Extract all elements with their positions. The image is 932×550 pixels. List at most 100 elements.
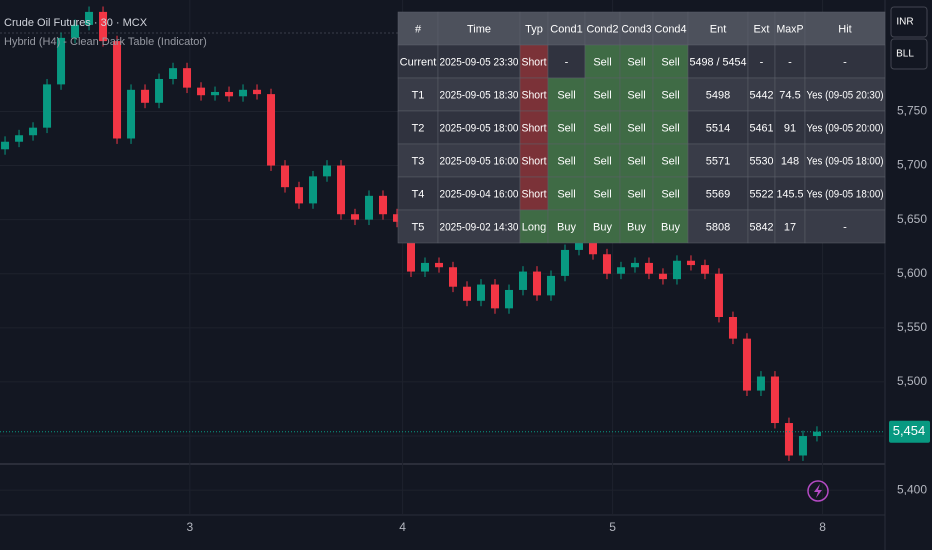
table-cell [747, 77, 776, 112]
table-text: Buy [557, 221, 576, 233]
table-text: Yes (09-05 18:00) [807, 188, 884, 200]
table-text: 2025-09-05 23:30 [440, 56, 519, 68]
candle-body [351, 214, 360, 220]
candle-body [407, 221, 416, 272]
candle-body [644, 262, 653, 274]
candle-body [197, 87, 206, 96]
table-text: Short [522, 188, 547, 200]
y-tick-label: 5,750 [897, 104, 927, 118]
table-cell [747, 209, 776, 244]
table-text: Sell [557, 155, 575, 167]
y-tick-label: 5,400 [897, 482, 927, 496]
table-cell [584, 11, 621, 46]
candle-body [1, 141, 10, 150]
table-cell [774, 176, 806, 211]
table-text: MaxP [777, 23, 804, 35]
table-text: 5461 [750, 122, 774, 134]
table-cell [397, 110, 439, 145]
table-text: Buy [593, 221, 612, 233]
table-text: 5842 [750, 221, 774, 233]
table-cell [584, 209, 621, 244]
table-text: T4 [412, 188, 425, 200]
y-tick-label: 5,650 [897, 212, 927, 226]
candle-body [476, 284, 485, 301]
table-cell [437, 44, 521, 79]
candle-body [714, 273, 723, 318]
table-cell [652, 143, 689, 178]
currency-label: BLL [896, 49, 914, 60]
table-text: Sell [593, 122, 611, 134]
table-cell [687, 110, 749, 145]
table-text: Yes (09-05 18:00) [807, 155, 884, 167]
table-text: - [760, 56, 764, 68]
table-text: Sell [557, 89, 575, 101]
table-text: Current [400, 56, 437, 68]
table-text: Sell [593, 89, 611, 101]
currency-label: INR [896, 17, 913, 28]
currency-button[interactable] [890, 6, 928, 38]
table-text: Short [522, 56, 547, 68]
candle-body [616, 267, 625, 274]
candle-body [169, 68, 178, 79]
candle-body [812, 431, 821, 437]
candle-body [71, 24, 80, 38]
table-cell [619, 209, 654, 244]
table-cell [519, 44, 549, 79]
table-text: Ext [754, 23, 770, 35]
table-cell [652, 11, 689, 46]
table-text: Sell [661, 188, 679, 200]
table-cell [547, 110, 586, 145]
table-cell [804, 44, 886, 79]
table-text: 5514 [706, 122, 730, 134]
table-text: Short [522, 122, 547, 134]
candle-body [155, 78, 164, 103]
table-text: Sell [661, 89, 679, 101]
alert-icon[interactable] [807, 480, 829, 502]
table-cell [774, 209, 806, 244]
table-text: Sell [593, 56, 611, 68]
table-cell [619, 143, 654, 178]
table-cell [747, 143, 776, 178]
candle-body [421, 262, 430, 272]
candle-body [770, 376, 779, 424]
table-text: Yes (09-05 20:30) [807, 89, 884, 101]
table-cell [547, 77, 586, 112]
table-cell [584, 44, 621, 79]
table-text: Short [522, 155, 547, 167]
table-cell [619, 110, 654, 145]
table-cell [547, 44, 586, 79]
candle-body [365, 195, 374, 220]
table-cell [804, 77, 886, 112]
table-cell [619, 44, 654, 79]
table-text: Cond3 [622, 23, 652, 35]
y-tick-label: 5,550 [897, 320, 927, 334]
table-text: - [843, 56, 847, 68]
candle-body [658, 273, 667, 280]
table-text: Buy [661, 221, 680, 233]
candle-body [602, 254, 611, 274]
currency-buttons: INR BLL [890, 6, 928, 70]
table-cell [437, 11, 521, 46]
currency-button[interactable] [890, 38, 928, 70]
table-cell [652, 77, 689, 112]
table-text: T3 [412, 155, 425, 167]
x-tick-label: 4 [399, 520, 406, 534]
table-text: Sell [661, 155, 679, 167]
table-text: Sell [627, 155, 645, 167]
table-text: Long [522, 221, 546, 233]
table-cell [397, 209, 439, 244]
table-cell [774, 143, 806, 178]
table-text: Sell [661, 122, 679, 134]
table-text: Cond1 [550, 23, 582, 35]
candle-body [448, 267, 457, 287]
table-text: 2025-09-04 16:00 [440, 188, 519, 200]
candle-body [756, 376, 765, 391]
candle-body [141, 89, 150, 103]
table-cell [519, 11, 549, 46]
table-text: 5442 [750, 89, 774, 101]
candle-body [267, 94, 276, 166]
table-cell [774, 110, 806, 145]
table-cell [804, 143, 886, 178]
candle-body [113, 41, 122, 139]
